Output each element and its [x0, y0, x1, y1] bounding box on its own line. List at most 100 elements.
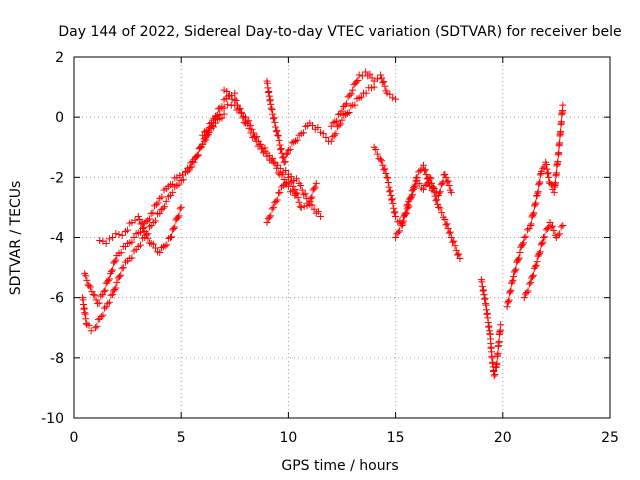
- data-point: [216, 111, 224, 119]
- data-point: [497, 321, 505, 329]
- data-point: [290, 138, 298, 146]
- data-point: [96, 237, 104, 245]
- data-point: [93, 322, 101, 330]
- data-point: [142, 230, 150, 238]
- data-point: [357, 93, 365, 101]
- data-point: [556, 230, 564, 238]
- data-point: [412, 174, 420, 182]
- data-point: [252, 137, 260, 145]
- data-point: [111, 258, 119, 266]
- data-point: [136, 241, 144, 249]
- data-point: [259, 149, 267, 157]
- data-point: [104, 276, 112, 284]
- data-point: [342, 110, 350, 118]
- data-point: [453, 251, 461, 259]
- data-point: [277, 146, 285, 154]
- data-point: [109, 266, 117, 274]
- data-point: [378, 74, 386, 82]
- data-point: [338, 107, 346, 115]
- data-point: [206, 120, 214, 128]
- data-point: [299, 129, 307, 137]
- x-tick-label: 10: [279, 430, 297, 446]
- data-point: [258, 145, 266, 153]
- data-point: [158, 244, 166, 252]
- data-point: [340, 111, 348, 119]
- data-point: [519, 240, 527, 248]
- data-point: [425, 179, 433, 187]
- data-point: [451, 242, 459, 250]
- data-point: [154, 199, 162, 207]
- data-point: [171, 223, 179, 231]
- data-point: [112, 284, 120, 292]
- data-point: [314, 208, 322, 216]
- data-point: [151, 244, 159, 252]
- data-point: [279, 154, 287, 162]
- data-point: [272, 123, 280, 131]
- data-point: [134, 212, 142, 220]
- data-point: [346, 91, 354, 99]
- data-point: [546, 179, 554, 187]
- data-point: [272, 128, 280, 136]
- data-point: [495, 337, 503, 345]
- data-point: [536, 248, 544, 256]
- data-point: [109, 234, 117, 241]
- data-point: [146, 223, 154, 231]
- data-point: [202, 127, 210, 135]
- data-point: [546, 218, 554, 226]
- data-point: [424, 174, 432, 182]
- data-point: [433, 196, 441, 204]
- data-point: [534, 189, 542, 197]
- data-point: [159, 204, 167, 212]
- data-point: [554, 158, 562, 166]
- x-tick-label: 5: [177, 430, 186, 446]
- data-point: [231, 89, 239, 97]
- data-point: [297, 203, 305, 211]
- data-point: [327, 122, 335, 130]
- data-point: [238, 109, 245, 117]
- data-point: [331, 118, 339, 126]
- data-point: [99, 311, 107, 319]
- data-point: [532, 199, 540, 207]
- data-point: [531, 200, 539, 208]
- data-point: [541, 233, 549, 241]
- data-point: [442, 221, 450, 229]
- data-point: [409, 191, 417, 199]
- data-point: [203, 132, 211, 140]
- data-point: [362, 68, 370, 76]
- data-point: [270, 114, 278, 122]
- data-point: [282, 151, 290, 159]
- data-point: [284, 173, 292, 181]
- data-point: [307, 194, 315, 202]
- data-point: [301, 190, 309, 198]
- data-point: [549, 222, 557, 230]
- data-point: [147, 209, 155, 217]
- data-point: [297, 182, 305, 190]
- data-point: [503, 303, 511, 311]
- data-point: [250, 133, 258, 141]
- data-point: [254, 142, 262, 150]
- data-point: [161, 242, 169, 250]
- data-point: [378, 157, 386, 165]
- data-point: [441, 215, 449, 223]
- x-axis-label: GPS time / hours: [281, 458, 398, 474]
- data-point: [514, 255, 522, 263]
- data-point: [276, 164, 284, 172]
- data-point: [268, 205, 276, 213]
- data-point: [543, 165, 551, 173]
- data-point: [480, 291, 488, 299]
- y-axis: -10 -8 -6 -4 -2 0 2: [41, 50, 610, 427]
- data-point: [274, 131, 282, 139]
- data-point: [310, 205, 318, 213]
- data-point: [535, 179, 543, 187]
- data-point: [421, 166, 429, 174]
- data-point: [434, 200, 442, 208]
- data-points: [79, 68, 567, 380]
- y-tick-label: -8: [50, 351, 64, 367]
- data-point: [389, 200, 397, 208]
- data-point: [268, 106, 276, 114]
- data-point: [373, 150, 381, 158]
- data-point: [105, 235, 113, 243]
- data-point: [82, 315, 90, 323]
- data-point: [152, 200, 160, 208]
- data-point: [435, 189, 443, 197]
